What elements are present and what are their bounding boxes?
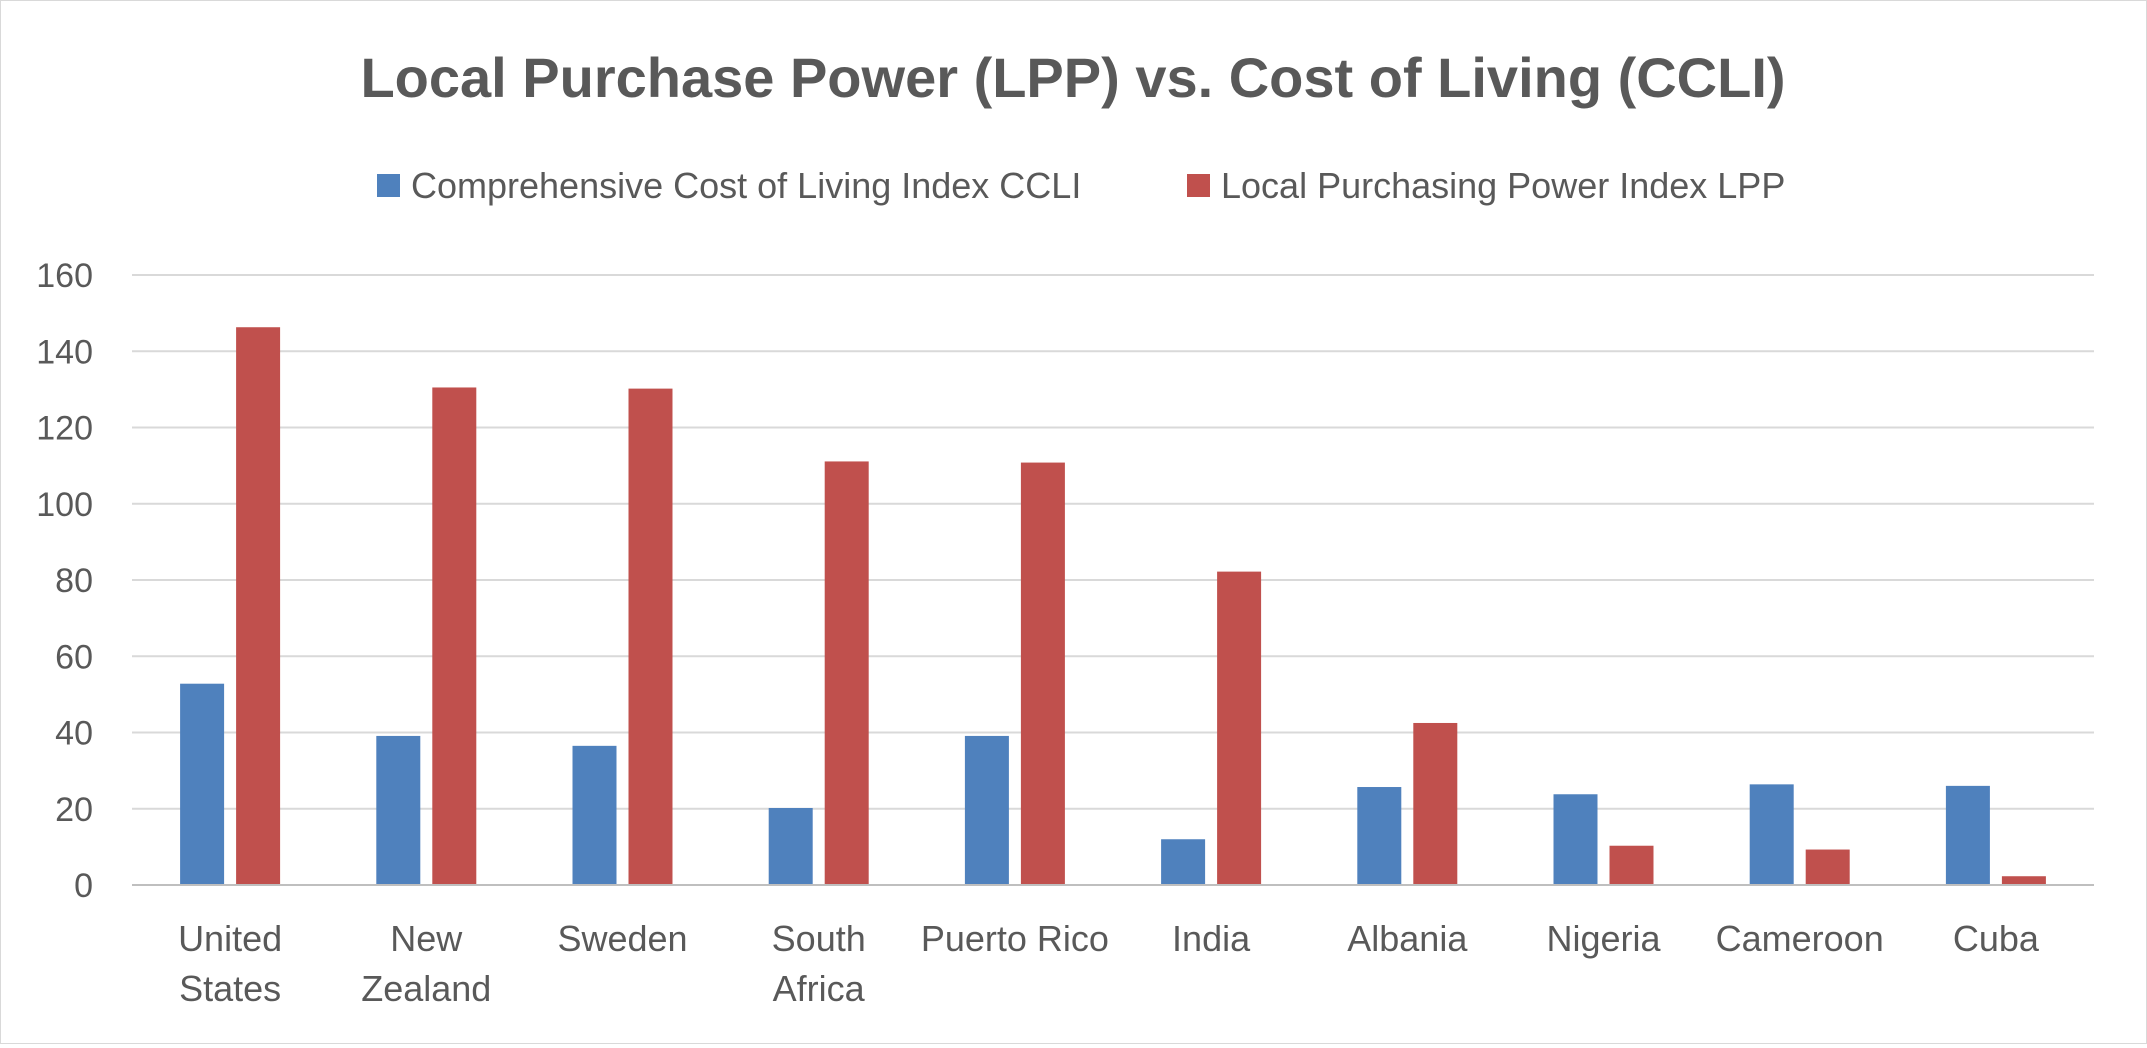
legend-label-lpp: Local Purchasing Power Index LPP xyxy=(1221,165,1785,206)
bar-lpp xyxy=(2001,876,2046,885)
x-category-label: Africa xyxy=(773,968,866,1009)
x-category-label: New xyxy=(390,918,463,959)
x-category-label: Puerto Rico xyxy=(921,918,1109,959)
y-axis-ticks: 0 20 40 60 80 100 120 140 160 xyxy=(36,257,93,905)
y-tick-label: 80 xyxy=(55,562,93,600)
bar-ccli xyxy=(964,735,1009,885)
bar-lpp xyxy=(1805,849,1850,885)
bar-lpp xyxy=(1217,571,1262,885)
bars xyxy=(180,327,2046,885)
bar-ccli xyxy=(572,745,617,885)
legend-swatch-lpp xyxy=(1187,174,1210,197)
bar-lpp xyxy=(1020,462,1065,885)
x-category-label: Sweden xyxy=(557,918,687,959)
bar-lpp xyxy=(1413,722,1458,885)
bar-ccli xyxy=(768,807,813,885)
y-tick-label: 160 xyxy=(36,257,93,295)
y-tick-label: 20 xyxy=(55,791,93,829)
bar-lpp xyxy=(824,461,869,885)
x-category-label: United xyxy=(178,918,282,959)
bar-ccli xyxy=(376,735,421,885)
bar-lpp xyxy=(1609,845,1654,885)
x-category-label: Zealand xyxy=(361,968,491,1009)
y-tick-label: 0 xyxy=(74,867,93,905)
bar-lpp xyxy=(236,327,281,885)
y-tick-label: 60 xyxy=(55,638,93,676)
y-tick-label: 100 xyxy=(36,486,93,524)
bar-ccli xyxy=(1161,839,1206,885)
bar-ccli xyxy=(1945,785,1990,885)
bar-lpp xyxy=(432,387,477,885)
x-category-label: South xyxy=(772,918,866,959)
bar-lpp xyxy=(628,388,673,885)
x-category-label: Nigeria xyxy=(1546,918,1661,959)
y-tick-label: 140 xyxy=(36,333,93,371)
x-axis-categories: United States New Zealand Sweden South Africa P… xyxy=(178,918,2040,1009)
y-tick-label: 120 xyxy=(36,410,93,448)
bar-ccli xyxy=(1357,787,1402,885)
legend-swatch-ccli xyxy=(377,174,400,197)
x-category-label: Cuba xyxy=(1953,918,2040,959)
legend-label-ccli: Comprehensive Cost of Living Index CCLI xyxy=(411,165,1081,206)
x-category-label: States xyxy=(179,968,281,1009)
bar-ccli xyxy=(1749,784,1794,885)
x-category-label: Albania xyxy=(1347,918,1468,959)
bar-ccli xyxy=(1553,794,1598,885)
gridlines xyxy=(132,274,2094,810)
bar-ccli xyxy=(180,683,225,885)
legend: Comprehensive Cost of Living Index CCLI … xyxy=(377,165,1785,206)
x-category-label: India xyxy=(1172,918,1251,959)
y-tick-label: 40 xyxy=(55,715,93,753)
chart-title: Local Purchase Power (LPP) vs. Cost of L… xyxy=(360,46,1785,109)
x-category-label: Cameroon xyxy=(1716,918,1884,959)
